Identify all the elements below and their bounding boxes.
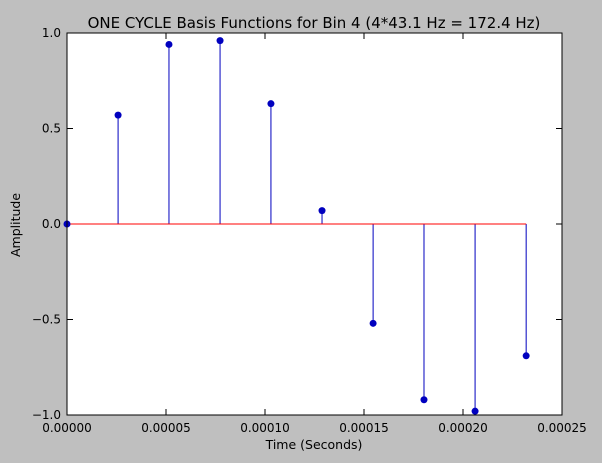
y-tick-label: 0.5 (42, 122, 61, 136)
stem-marker (369, 319, 377, 327)
stem-marker (318, 207, 326, 215)
data-markers (63, 37, 530, 415)
y-tick-label: −0.5 (32, 313, 61, 327)
stem-marker (165, 40, 173, 48)
stem-marker (114, 111, 122, 119)
chart-title: ONE CYCLE Basis Functions for Bin 4 (4*4… (88, 14, 541, 32)
data-stems (117, 40, 527, 412)
stem-marker (420, 396, 428, 404)
stem-marker (267, 100, 275, 108)
x-axis-ticks: 0.00000 0.00005 0.00010 0.00015 0.00020 0.000… (42, 33, 587, 435)
x-tick-label: 0.00025 (537, 421, 587, 435)
x-tick-label: 0.00020 (438, 421, 488, 435)
y-tick-label: 0.0 (42, 217, 61, 231)
x-tick-label: 0.00000 (42, 421, 92, 435)
plot-frame (66, 32, 563, 416)
x-tick-label: 0.00015 (339, 421, 389, 435)
y-tick-label: −1.0 (32, 408, 61, 422)
y-axis-ticks: −1.0 −0.5 0.0 0.5 1.0 (32, 26, 562, 422)
x-axis-label: Time (Seconds) (265, 437, 363, 452)
stem-marker (471, 407, 479, 415)
stem-marker (522, 352, 530, 360)
x-tick-label: 0.00005 (141, 421, 191, 435)
y-axis-label: Amplitude (8, 193, 23, 257)
x-tick-label: 0.00010 (240, 421, 290, 435)
y-tick-label: 1.0 (42, 26, 61, 40)
stem-marker (216, 37, 224, 45)
